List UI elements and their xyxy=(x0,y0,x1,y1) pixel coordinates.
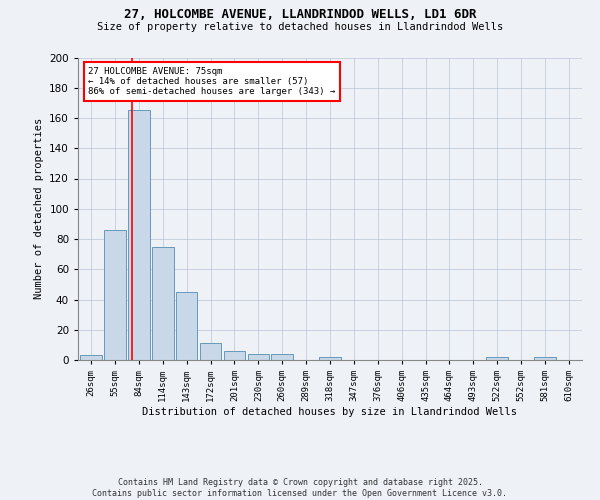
Bar xyxy=(248,354,269,360)
X-axis label: Distribution of detached houses by size in Llandrindod Wells: Distribution of detached houses by size … xyxy=(143,407,517,417)
Bar xyxy=(487,357,508,360)
Bar xyxy=(534,357,556,360)
Bar xyxy=(104,230,126,360)
Y-axis label: Number of detached properties: Number of detached properties xyxy=(34,118,44,300)
Text: 27, HOLCOMBE AVENUE, LLANDRINDOD WELLS, LD1 6DR: 27, HOLCOMBE AVENUE, LLANDRINDOD WELLS, … xyxy=(124,8,476,20)
Text: 27 HOLCOMBE AVENUE: 75sqm
← 14% of detached houses are smaller (57)
86% of semi-: 27 HOLCOMBE AVENUE: 75sqm ← 14% of detac… xyxy=(88,66,335,96)
Bar xyxy=(271,354,293,360)
Bar xyxy=(176,292,197,360)
Bar xyxy=(152,246,173,360)
Bar xyxy=(200,344,221,360)
Text: Contains HM Land Registry data © Crown copyright and database right 2025.
Contai: Contains HM Land Registry data © Crown c… xyxy=(92,478,508,498)
Text: Size of property relative to detached houses in Llandrindod Wells: Size of property relative to detached ho… xyxy=(97,22,503,32)
Bar xyxy=(128,110,149,360)
Bar xyxy=(80,356,102,360)
Bar xyxy=(319,357,341,360)
Bar xyxy=(224,351,245,360)
